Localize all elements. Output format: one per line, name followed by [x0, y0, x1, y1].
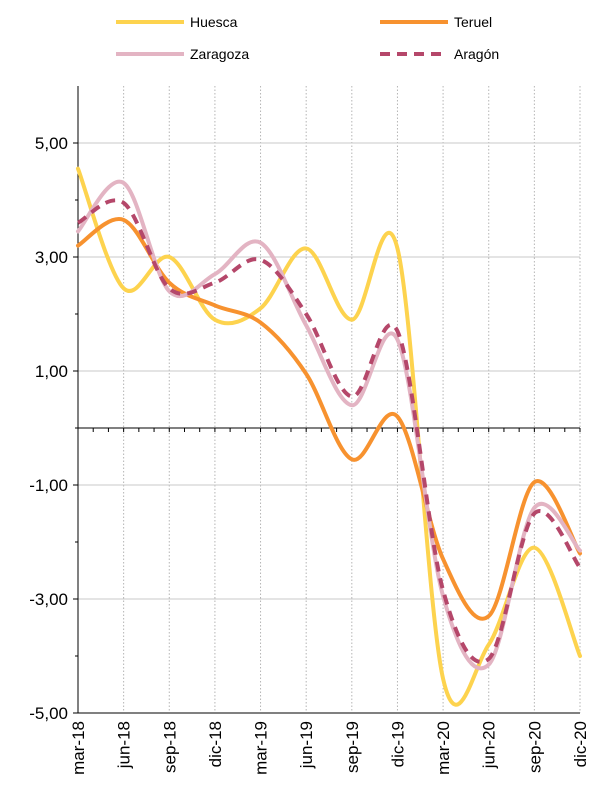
- legend-label: Zaragoza: [190, 46, 249, 62]
- series-line-zaragoza: [76, 179, 582, 671]
- series-lines: [76, 166, 582, 707]
- legend: Huesca Teruel Zaragoza Aragón: [116, 14, 499, 62]
- series-line-huesca: [76, 166, 582, 707]
- x-tick-label: jun-19: [297, 721, 316, 769]
- y-tick-label: -3,00: [29, 590, 68, 609]
- y-tick-label: -5,00: [29, 704, 68, 723]
- x-tick-label: sep-19: [343, 721, 362, 773]
- y-tick-label: 5,00: [35, 134, 68, 153]
- y-tick-label: 1,00: [35, 362, 68, 381]
- legend-label: Teruel: [454, 14, 492, 30]
- x-tick-label: dic-20: [571, 721, 590, 767]
- series-line-teruel: [76, 217, 582, 621]
- x-tick-label: sep-18: [160, 721, 179, 773]
- x-tick-label: jun-18: [115, 721, 134, 769]
- x-tick-label: dic-18: [206, 721, 225, 767]
- x-tick-label: sep-20: [525, 721, 544, 773]
- x-tick-label: mar-20: [434, 721, 453, 775]
- x-tick-label: dic-19: [388, 721, 407, 767]
- x-tick-label: jun-20: [480, 721, 499, 769]
- legend-label: Huesca: [190, 14, 238, 30]
- x-tick-label: mar-18: [69, 721, 88, 775]
- y-tick-label: 3,00: [35, 248, 68, 267]
- grid: [78, 86, 581, 714]
- y-tick-label: -1,00: [29, 476, 68, 495]
- legend-label: Aragón: [454, 46, 499, 62]
- x-tick-label: mar-19: [252, 721, 271, 775]
- series-line-aragn: [76, 198, 582, 664]
